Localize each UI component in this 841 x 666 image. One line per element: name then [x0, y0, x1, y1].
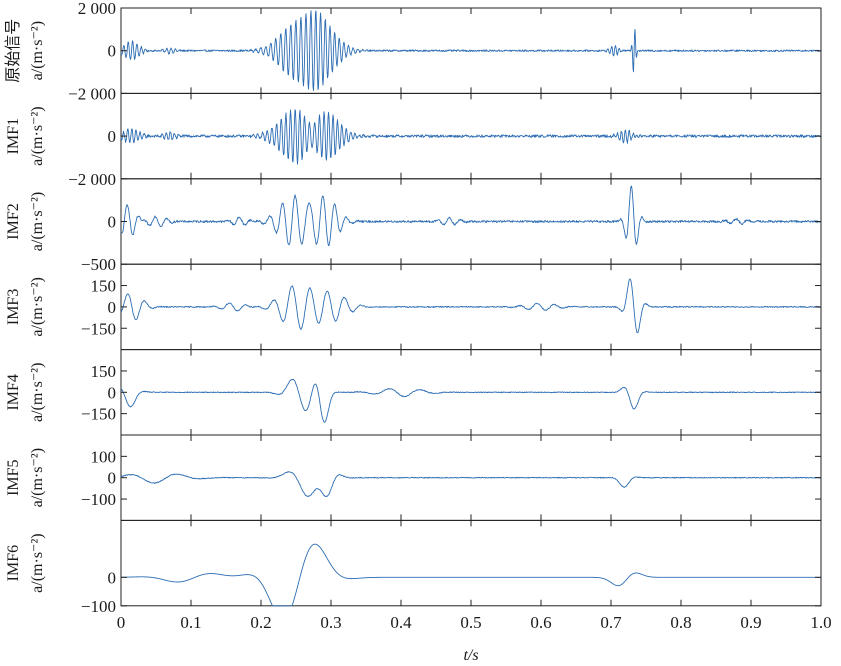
y-tick-label: 0	[108, 127, 117, 146]
y-axis-label: a/(m·s⁻²)	[29, 448, 46, 507]
panel-imf2: 0 −500 IMF2 a/(m·s⁻²)	[5, 178, 822, 274]
panel-imf6: 0 −100 IMF6 a/(m·s⁻²)	[5, 519, 822, 616]
y-tick-label: −150	[81, 319, 116, 338]
y-axis-label: a/(m·s⁻²)	[29, 533, 46, 592]
x-tick-label: 0.4	[390, 613, 412, 632]
x-tick-label: 0.9	[740, 613, 761, 632]
y-tick-label: 0	[108, 469, 117, 488]
x-tick-label: 0.8	[670, 613, 691, 632]
y-tick-label: 0	[108, 383, 117, 402]
y-tick-label: −2 000	[68, 170, 116, 189]
subplot-stack: 2 000 0 −2 000 原始信号 a/(m·s⁻²) 0 −2 000 IMF1 a/(m…	[4, 0, 822, 616]
y-tick-label: 0	[108, 42, 117, 61]
panel-imf4: 150 0 −150 IMF4 a/(m·s⁻²)	[5, 349, 822, 436]
x-tick-label: 0.2	[250, 613, 271, 632]
signal-trace-原始信号	[120, 10, 822, 92]
x-axis-label: t/s	[463, 647, 478, 664]
y-tick-label: 150	[91, 277, 117, 296]
y-tick-label: 100	[91, 447, 117, 466]
y-tick-label: −150	[81, 405, 116, 424]
x-tick-label: 0.3	[320, 613, 341, 632]
x-tick-label: 0.7	[600, 613, 622, 632]
y-tick-label: 2 000	[78, 0, 116, 18]
panel-imf1: 0 −2 000 IMF1 a/(m·s⁻²)	[5, 92, 822, 189]
y-tick-label: 150	[91, 362, 117, 381]
signal-trace-imf5	[120, 471, 822, 497]
x-tick-label: 0.5	[460, 613, 481, 632]
shared-x-axis: 0 0.1 0.2 0.3 0.4 0.5 0.6 0.7 0.8 0.9 1.0	[117, 613, 832, 632]
x-tick-label: 0.1	[180, 613, 201, 632]
y-tick-label: 0	[108, 568, 117, 587]
panel-name: IMF1	[5, 118, 22, 154]
signal-trace-imf3	[120, 278, 822, 334]
x-tick-label: 1.0	[810, 613, 831, 632]
y-tick-label: −500	[81, 255, 116, 274]
panel-name: 原始信号	[4, 19, 22, 83]
panel-name: IMF5	[5, 459, 22, 495]
signal-trace-imf1	[120, 109, 822, 165]
panel-imf5: 100 0 −100 IMF5 a/(m·s⁻²)	[5, 434, 822, 521]
signal-trace-imf4	[120, 378, 822, 423]
y-tick-label: −100	[81, 490, 116, 509]
panel-frame	[120, 519, 822, 607]
panel-原始信号: 2 000 0 −2 000 原始信号 a/(m·s⁻²)	[4, 0, 822, 103]
y-axis-label: a/(m·s⁻²)	[29, 21, 46, 80]
panel-name: IMF2	[5, 203, 22, 239]
panel-name: IMF3	[5, 289, 22, 325]
y-tick-label: −100	[81, 597, 116, 616]
y-tick-label: −2 000	[68, 84, 116, 103]
y-axis-label: a/(m·s⁻²)	[29, 277, 46, 336]
panel-name: IMF4	[5, 374, 22, 410]
x-tick-label: 0.6	[530, 613, 551, 632]
x-tick-label: 0	[117, 613, 126, 632]
y-tick-label: 0	[108, 213, 117, 232]
signal-trace-imf2	[120, 185, 822, 247]
y-axis-label: a/(m·s⁻²)	[29, 363, 46, 422]
y-tick-label: 0	[108, 298, 117, 317]
panel-name: IMF6	[5, 545, 22, 581]
panel-imf3: 150 0 −150 IMF3 a/(m·s⁻²)	[5, 263, 822, 351]
y-axis-label: a/(m·s⁻²)	[29, 192, 46, 251]
signal-trace-imf6	[120, 543, 821, 607]
y-axis-label: a/(m·s⁻²)	[29, 106, 46, 165]
